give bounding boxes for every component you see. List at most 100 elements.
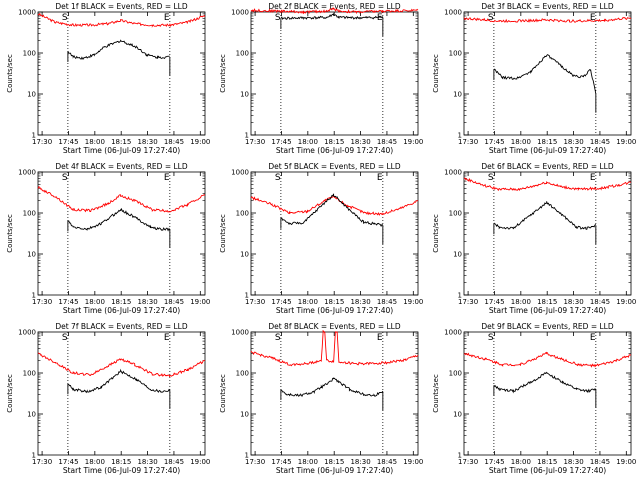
chart-panel-4: Det 4f BLACK = Events, RED = LLD 1 10 100 10…: [6, 162, 210, 315]
x-tick-label: 18:30: [350, 298, 370, 306]
chart-title: Det 6f BLACK = Events, RED = LLD: [481, 162, 614, 171]
chart-title: Det 5f BLACK = Events, RED = LLD: [268, 162, 401, 171]
x-tick-label: 18:15: [111, 298, 131, 306]
x-tick-label: 18:00: [85, 458, 105, 466]
x-axis-label: Start Time (06-Jul-09 17:27:40): [63, 306, 180, 315]
y-tick-label: 1000: [18, 329, 36, 337]
plot-frame: [463, 171, 632, 296]
marker-label: E: [377, 13, 383, 23]
y-tick-label: 10: [240, 91, 249, 99]
marker-label: E: [377, 173, 383, 183]
y-tick-label: 10: [27, 91, 36, 99]
lld-series-line: [37, 352, 205, 378]
y-tick-label: 100: [23, 370, 36, 378]
x-tick-label: 19:00: [616, 458, 636, 466]
x-tick-label: 17:30: [245, 458, 265, 466]
chart-panel-5: Det 5f BLACK = Events, RED = LLD 1 10 100 10…: [219, 162, 423, 315]
marker-label: E: [590, 13, 596, 23]
y-tick-label: 1000: [231, 329, 249, 337]
marker-label: S: [275, 13, 281, 23]
x-tick-label: 18:00: [298, 138, 318, 146]
plot-frame: [37, 171, 206, 296]
lld-series-line: [250, 194, 419, 216]
lld-series-line: [463, 177, 632, 192]
x-tick-label: 18:45: [164, 298, 184, 306]
events-series-line: [280, 193, 384, 228]
y-tick-label: 1: [458, 132, 462, 140]
x-tick-label: 18:45: [377, 298, 397, 306]
plot-frame: [250, 11, 419, 136]
x-tick-label: 17:30: [32, 138, 52, 146]
chart-panel-9: Det 9f BLACK = Events, RED = LLD 1 10 100 10…: [432, 322, 636, 475]
y-tick-label: 100: [236, 50, 249, 58]
x-tick-label: 19:00: [190, 298, 210, 306]
marker-label: E: [164, 333, 170, 343]
chart-panel-1: Det 1f BLACK = Events, RED = LLD 1 10 100 10…: [6, 2, 210, 155]
lld-series-line: [250, 7, 419, 15]
chart-panel-2: Det 2f BLACK = Events, RED = LLD 1 10 100 10…: [219, 2, 423, 155]
y-tick-label: 1: [32, 132, 36, 140]
x-tick-label: 18:30: [563, 138, 583, 146]
chart-panel-3: Det 3f BLACK = Events, RED = LLD 1 10 100 10…: [432, 2, 636, 155]
marker-label: S: [62, 13, 68, 23]
x-tick-label: 18:30: [350, 458, 370, 466]
marker-label: E: [164, 13, 170, 23]
plot-frame: [250, 171, 419, 296]
events-series-line: [280, 12, 384, 20]
x-tick-label: 18:30: [137, 458, 157, 466]
x-tick-label: 18:00: [511, 458, 531, 466]
y-tick-label: 100: [236, 210, 249, 218]
x-tick-label: 18:30: [563, 458, 583, 466]
x-tick-label: 17:45: [271, 458, 291, 466]
y-tick-label: 100: [23, 50, 36, 58]
chart-panel-6: Det 6f BLACK = Events, RED = LLD 1 10 100 10…: [432, 162, 636, 315]
x-tick-label: 18:15: [537, 458, 557, 466]
marker-label: E: [590, 333, 596, 343]
x-tick-label: 19:00: [616, 298, 636, 306]
events-series-line: [493, 54, 597, 94]
events-series-line: [493, 201, 597, 230]
x-tick-label: 18:15: [111, 458, 131, 466]
x-tick-label: 18:30: [137, 298, 157, 306]
y-tick-label: 1: [245, 132, 249, 140]
chart-panel-7: Det 7f BLACK = Events, RED = LLD 1 10 100 10…: [6, 322, 210, 475]
x-tick-label: 17:45: [271, 138, 291, 146]
chart-title: Det 9f BLACK = Events, RED = LLD: [481, 322, 614, 331]
lld-series-line: [463, 351, 632, 368]
lld-series-line: [37, 12, 206, 28]
x-tick-label: 18:30: [563, 298, 583, 306]
marker-label: E: [377, 333, 383, 343]
x-axis-label: Start Time (06-Jul-09 17:27:40): [276, 146, 393, 155]
y-tick-label: 100: [236, 370, 249, 378]
x-tick-label: 17:30: [32, 298, 52, 306]
lld-series-line: [250, 329, 419, 367]
y-axis-label: Counts/sec: [219, 374, 227, 413]
x-tick-label: 18:00: [298, 458, 318, 466]
x-tick-label: 17:45: [271, 298, 291, 306]
y-axis-label: Counts/sec: [219, 54, 227, 93]
y-axis-label: Counts/sec: [432, 214, 440, 253]
y-tick-label: 10: [27, 251, 36, 259]
x-tick-label: 18:30: [350, 138, 370, 146]
x-axis-label: Start Time (06-Jul-09 17:27:40): [276, 466, 393, 475]
x-tick-label: 17:45: [58, 138, 78, 146]
y-tick-label: 1000: [444, 329, 462, 337]
x-tick-label: 18:45: [164, 138, 184, 146]
x-tick-label: 19:00: [190, 138, 210, 146]
x-tick-label: 18:00: [85, 138, 105, 146]
x-axis-label: Start Time (06-Jul-09 17:27:40): [276, 306, 393, 315]
x-tick-label: 18:00: [511, 138, 531, 146]
x-tick-label: 19:00: [616, 138, 636, 146]
marker-label: S: [488, 173, 494, 183]
y-tick-label: 10: [27, 411, 36, 419]
x-tick-label: 18:00: [85, 298, 105, 306]
chart-title: Det 4f BLACK = Events, RED = LLD: [55, 162, 188, 171]
marker-label: S: [488, 333, 494, 343]
y-tick-label: 1: [32, 452, 36, 460]
marker-label: S: [275, 173, 281, 183]
x-tick-label: 18:15: [324, 138, 344, 146]
x-tick-label: 17:45: [484, 138, 504, 146]
x-tick-label: 18:15: [324, 298, 344, 306]
chart-title: Det 1f BLACK = Events, RED = LLD: [55, 2, 188, 11]
